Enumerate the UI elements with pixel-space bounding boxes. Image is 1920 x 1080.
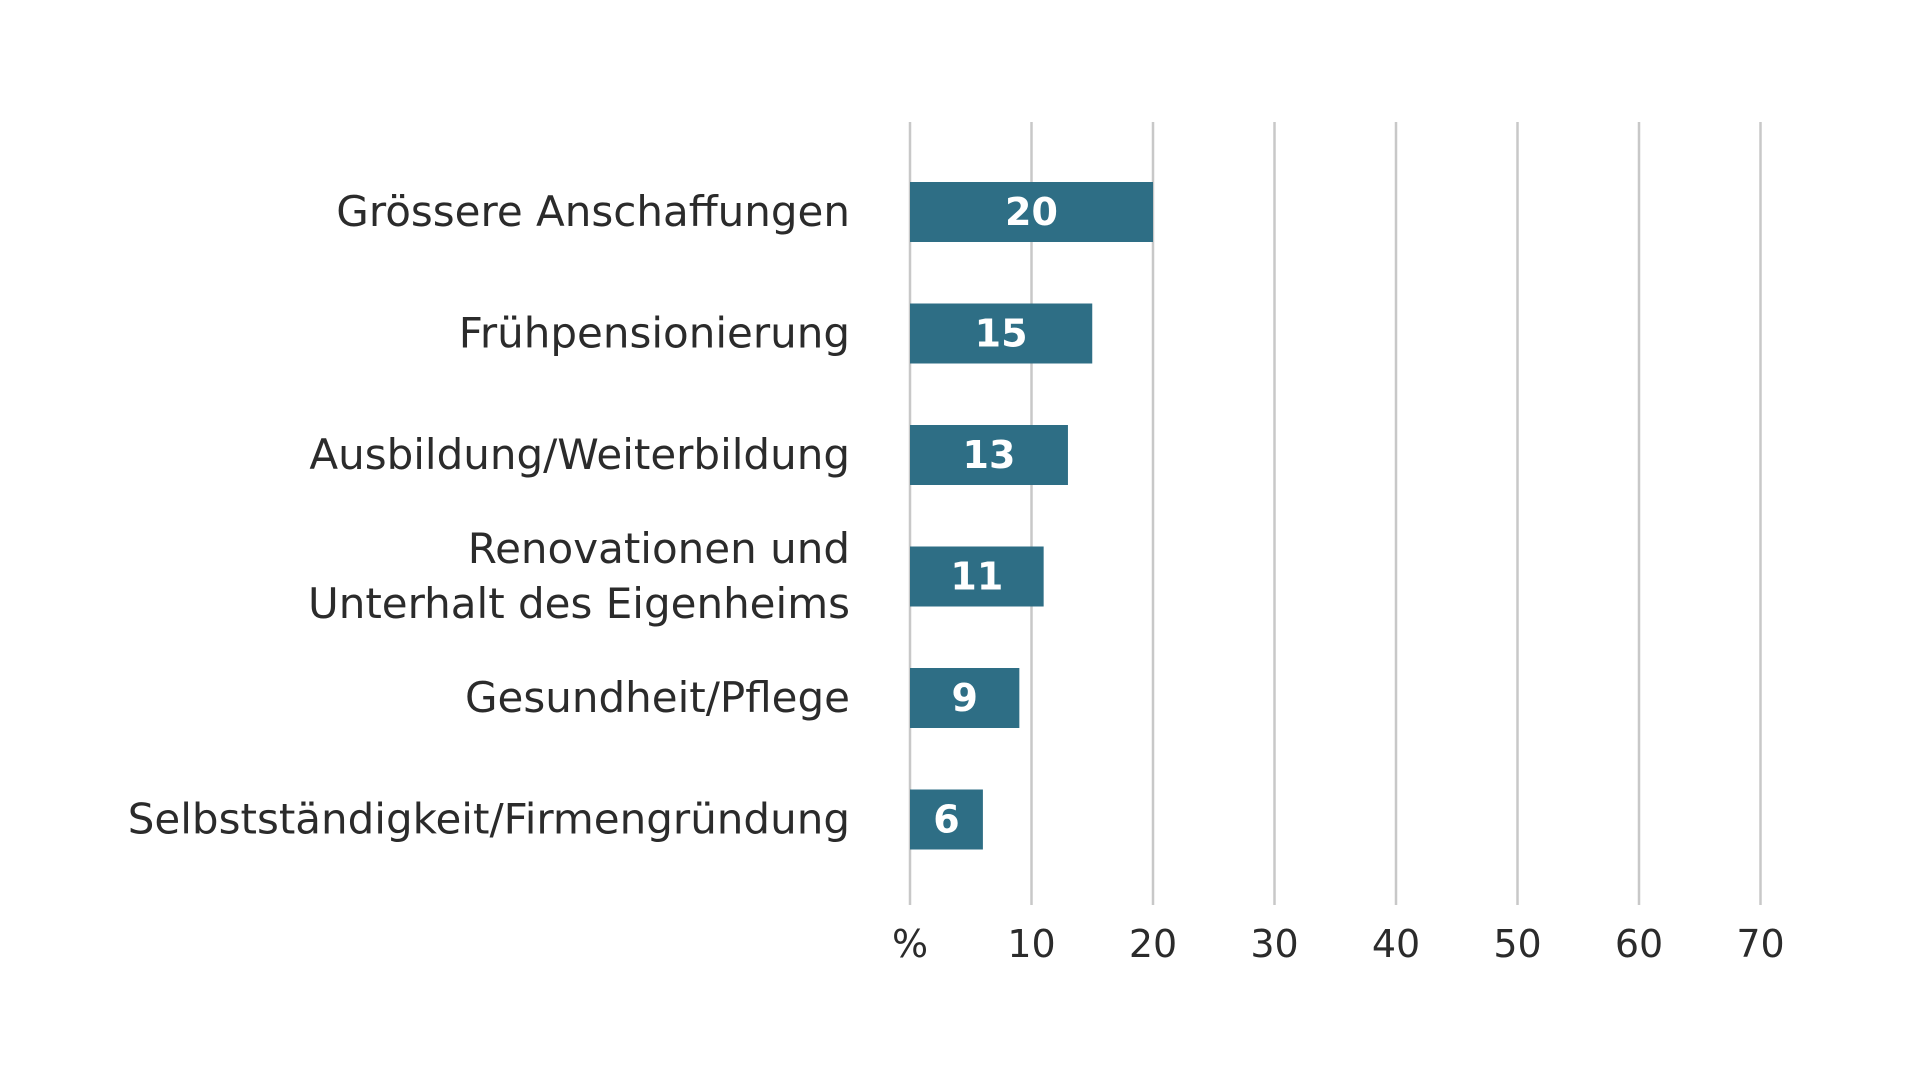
category-label: Frühpensionierung — [459, 309, 850, 358]
x-tick-label: 50 — [1493, 922, 1541, 966]
data-label: 6 — [933, 798, 959, 842]
bar — [910, 303, 1093, 364]
category-label: Renovationen und — [468, 524, 850, 573]
data-label: 9 — [951, 676, 977, 720]
bars: 20 15 13 11 9 6 — [910, 182, 1153, 850]
category-label: Grössere Anschaffungen — [336, 187, 850, 236]
x-tick-label: 70 — [1736, 922, 1784, 966]
category-labels: Grössere Anschaffungen Frühpensionierung A… — [128, 187, 850, 844]
bar — [910, 182, 1153, 242]
category-label: Gesundheit/Pflege — [465, 673, 850, 722]
gridlines — [908, 122, 1762, 905]
x-axis-ticks: % 10 20 30 40 50 60 70 — [892, 922, 1785, 966]
x-tick-label: 30 — [1250, 922, 1298, 966]
data-label: 15 — [975, 312, 1028, 356]
x-tick-label: 40 — [1372, 922, 1420, 966]
bar — [910, 546, 1044, 607]
category-label: Ausbildung/Weiterbildung — [309, 430, 850, 479]
x-tick-label: % — [892, 922, 928, 966]
x-tick-label: 60 — [1615, 922, 1663, 966]
category-label: Selbstständigkeit/Firmengründung — [128, 795, 850, 844]
bar — [910, 425, 1068, 485]
data-label: 11 — [950, 555, 1003, 599]
x-tick-label: 20 — [1129, 922, 1177, 966]
bar — [910, 668, 1020, 728]
bar — [910, 789, 983, 850]
category-label: Unterhalt des Eigenheims — [308, 579, 850, 628]
data-label: 13 — [963, 433, 1016, 477]
data-label: 20 — [1005, 190, 1058, 234]
x-tick-label: 10 — [1007, 922, 1055, 966]
